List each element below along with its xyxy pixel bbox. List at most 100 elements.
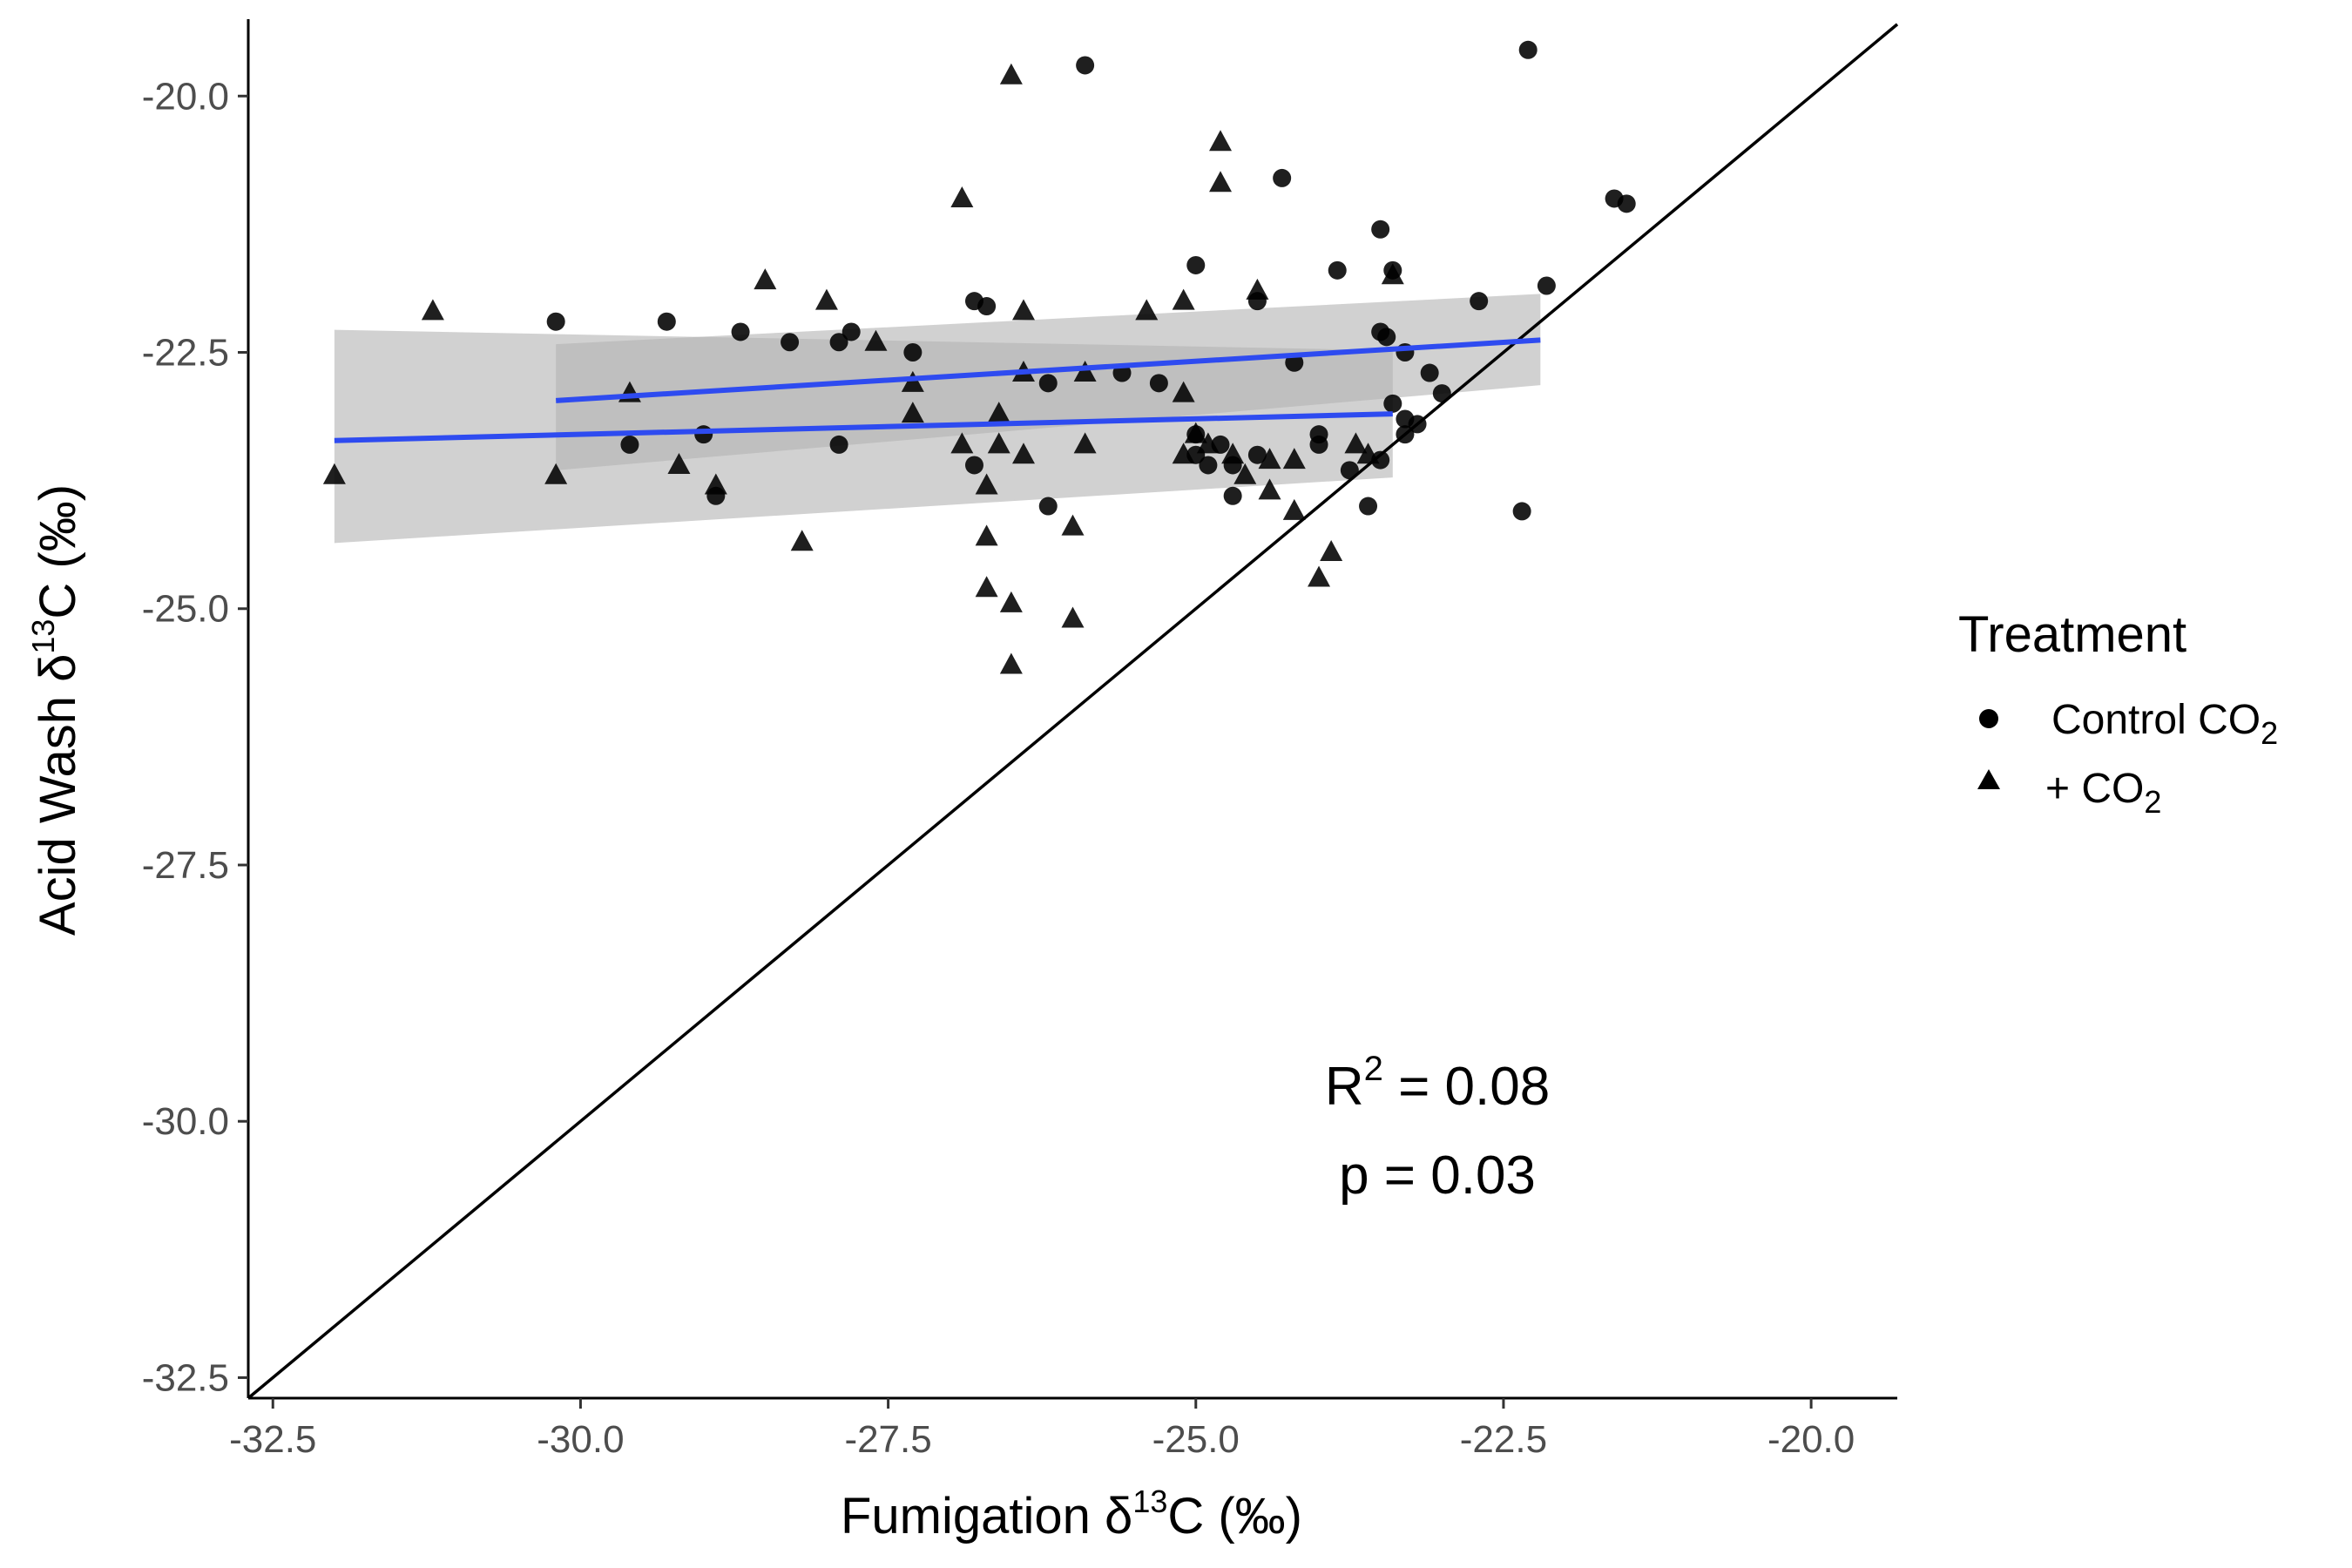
x-tick-label: -30.0 xyxy=(537,1418,624,1461)
control-point xyxy=(657,312,676,331)
control-point xyxy=(1371,450,1390,470)
elevated-point xyxy=(1344,432,1368,454)
control-point xyxy=(1149,374,1168,393)
legend-label-elevated: + CO2 xyxy=(2045,766,2161,820)
control-point xyxy=(1383,394,1402,413)
elevated-point xyxy=(667,452,691,474)
elevated-point xyxy=(1011,443,1035,464)
legend-label-control: Control CO2 xyxy=(2051,697,2278,751)
elevated-point xyxy=(901,370,924,392)
elevated-point xyxy=(975,473,998,495)
control-point xyxy=(977,297,997,316)
x-axis-title: Fumigation δ13C (‰) xyxy=(841,1484,1302,1544)
elevated-point xyxy=(864,329,888,351)
elevated-point xyxy=(1061,514,1085,536)
p-value-annotation: p = 0.03 xyxy=(1339,1146,1536,1206)
elevated-point xyxy=(1172,381,1195,402)
control-point xyxy=(1223,486,1242,505)
elevated-point xyxy=(1381,263,1404,285)
elevated-point xyxy=(975,524,998,546)
legend-triangle-marker xyxy=(1977,769,2000,789)
elevated-point xyxy=(950,186,974,207)
y-tick-label: -27.5 xyxy=(142,844,229,887)
control-point xyxy=(1518,40,1538,59)
control-point xyxy=(1038,374,1058,393)
control-point xyxy=(1247,445,1267,464)
control-point xyxy=(694,425,713,444)
control-point xyxy=(546,312,565,331)
y-tick-label: -22.5 xyxy=(142,332,229,375)
control-point xyxy=(1371,220,1390,239)
elevated-point xyxy=(754,268,777,290)
tick-labels: -32.5 -30.0 -27.5 -25.0 -22.5 -20.0 -32.5 -30.0… xyxy=(142,75,1855,1461)
control-point xyxy=(1076,56,1095,75)
elevated-point xyxy=(790,530,814,551)
fit-line-0 xyxy=(555,337,1541,403)
control-point xyxy=(1396,425,1415,444)
elevated-point xyxy=(1308,565,1331,587)
elevated-point xyxy=(1221,443,1245,464)
elevated-point xyxy=(1258,478,1281,500)
fit-line-1 xyxy=(334,411,1393,443)
fit-lines xyxy=(334,337,1541,443)
legend-circle-marker xyxy=(1979,709,1998,728)
elevated-point xyxy=(1011,299,1035,321)
legend-title: Treatment xyxy=(1958,606,2186,663)
control-point xyxy=(903,343,923,362)
elevated-point xyxy=(704,473,727,495)
elevated-point xyxy=(1061,606,1085,628)
data-points xyxy=(322,40,1636,674)
elevated-point xyxy=(1258,448,1281,470)
y-tick-label: -32.5 xyxy=(142,1356,229,1399)
control-point xyxy=(829,435,848,454)
control-point xyxy=(1038,497,1058,516)
control-point xyxy=(1377,328,1396,347)
control-point xyxy=(731,322,750,341)
elevated-point xyxy=(1320,540,1343,562)
legend: Treatment Control CO2 + CO2 xyxy=(1958,606,2278,820)
elevated-point xyxy=(1135,299,1159,321)
elevated-point xyxy=(1246,278,1269,300)
control-point xyxy=(1340,461,1359,480)
control-point xyxy=(1432,384,1451,403)
elevated-point xyxy=(1282,448,1306,470)
confidence-ribbon-1 xyxy=(334,329,1393,544)
identity-line xyxy=(247,23,1899,1400)
elevated-point xyxy=(814,288,838,310)
elevated-point xyxy=(1196,432,1220,454)
control-point xyxy=(841,322,861,341)
control-point xyxy=(1186,255,1206,274)
elevated-point xyxy=(322,463,346,484)
control-point xyxy=(1512,502,1531,521)
control-point xyxy=(1309,435,1328,454)
elevated-point xyxy=(1184,422,1207,443)
control-point xyxy=(1537,276,1556,295)
control-point xyxy=(620,435,639,454)
elevated-point xyxy=(1172,288,1195,310)
elevated-point xyxy=(1073,361,1097,382)
elevated-point xyxy=(1282,498,1306,520)
control-point xyxy=(1199,456,1218,475)
elevated-point xyxy=(901,402,924,423)
elevated-point xyxy=(999,63,1023,84)
y-tick-label: -30.0 xyxy=(142,1100,229,1143)
x-tick-label: -22.5 xyxy=(1460,1418,1547,1461)
elevated-point xyxy=(950,432,974,454)
y-tick-label: -20.0 xyxy=(142,75,229,118)
r-squared-annotation: R2 = 0.08 xyxy=(1325,1050,1550,1117)
elevated-point xyxy=(1172,443,1195,464)
control-point xyxy=(781,333,800,352)
x-tick-label: -32.5 xyxy=(229,1418,316,1461)
elevated-point xyxy=(999,652,1023,674)
control-point xyxy=(964,456,983,475)
elevated-point xyxy=(1209,130,1233,152)
elevated-point xyxy=(987,432,1010,454)
elevated-point xyxy=(1209,171,1233,193)
elevated-point xyxy=(999,591,1023,612)
control-point xyxy=(1359,497,1378,516)
x-tick-label: -27.5 xyxy=(844,1418,931,1461)
x-tick-label: -25.0 xyxy=(1152,1418,1240,1461)
axes xyxy=(238,19,1897,1409)
control-point xyxy=(829,333,848,352)
